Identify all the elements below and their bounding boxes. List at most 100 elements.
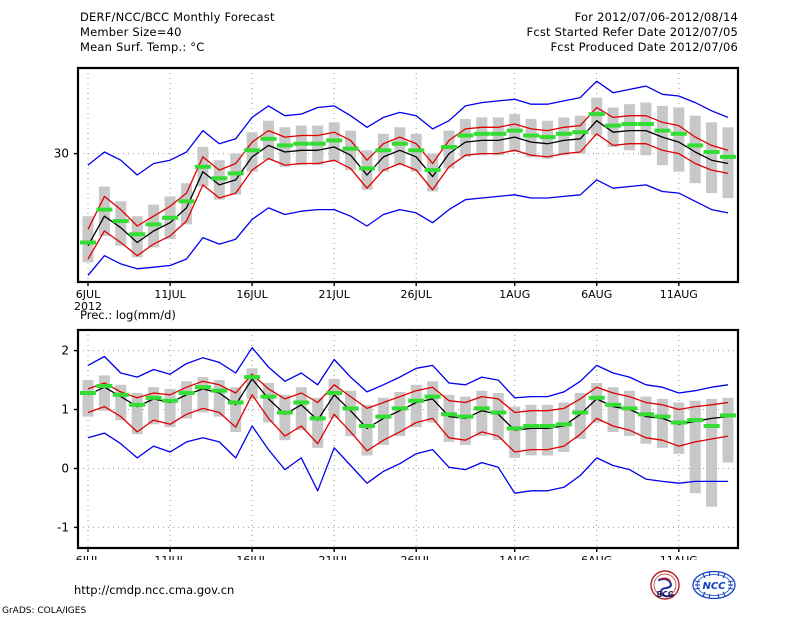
x-axis-tick-label: 11JUL	[154, 288, 186, 301]
median-dash	[687, 418, 704, 423]
series-line-ensemble-mean	[87, 120, 729, 247]
x-axis-tick-label: 6JUL	[76, 288, 101, 301]
median-dash	[588, 112, 605, 117]
median-dash	[506, 128, 523, 133]
spread-bar	[574, 393, 586, 439]
median-dash	[424, 394, 441, 399]
x-axis-tick-label: 11AUG	[660, 554, 698, 560]
y-axis-tick-label: -1	[57, 520, 69, 534]
median-dash	[359, 424, 375, 428]
median-dash	[555, 131, 572, 136]
spread-bar	[591, 97, 603, 136]
spread-bar	[377, 397, 389, 445]
median-dash	[539, 135, 556, 140]
median-dash	[96, 384, 113, 388]
x-axis-year-label: 2012	[74, 300, 102, 313]
series-line-max	[87, 347, 729, 399]
spread-bar	[377, 133, 389, 172]
spread-bar	[312, 397, 324, 448]
median-dash	[227, 400, 244, 405]
median-dash	[490, 131, 507, 136]
median-dash	[80, 391, 96, 395]
spread-bar	[410, 384, 422, 428]
median-dash	[342, 146, 359, 151]
spread-bar	[640, 396, 652, 444]
spread-bar	[509, 406, 521, 458]
median-dash	[145, 222, 162, 227]
x-axis-tick-label: 1AUG	[499, 288, 530, 301]
x-axis-tick-label: 26JUL	[400, 554, 432, 560]
spread-bar	[591, 383, 603, 423]
spread-bar	[459, 396, 471, 445]
median-dash	[112, 392, 129, 397]
median-dash	[80, 240, 96, 245]
median-dash	[227, 171, 244, 176]
median-dash	[654, 128, 671, 133]
median-dash	[178, 391, 195, 395]
median-dash	[473, 131, 490, 136]
median-dash	[375, 148, 392, 153]
median-dash	[326, 391, 343, 395]
median-dash	[112, 219, 129, 224]
median-dash	[457, 414, 474, 419]
bcc-logo-text: BCC	[657, 590, 674, 599]
spread-bar	[246, 368, 258, 399]
spread-bar	[525, 404, 537, 456]
bcc-logo-icon: BCC	[650, 570, 680, 600]
median-dash	[276, 410, 293, 415]
precipitation-panel-title: Prec.: log(mm/d)	[80, 308, 176, 322]
spread-bar	[624, 390, 635, 437]
median-dash	[194, 385, 211, 390]
median-dash	[96, 207, 113, 212]
median-dash	[129, 402, 146, 407]
spread-bar	[706, 398, 718, 507]
median-dash	[670, 420, 687, 425]
x-axis-tick-label: 11AUG	[660, 288, 698, 301]
spread-bar	[295, 387, 307, 431]
spread-bar	[673, 107, 685, 172]
series-line-min	[87, 179, 729, 276]
spread-bar	[230, 387, 242, 432]
spread-bar	[542, 120, 553, 159]
spread-bar	[328, 378, 340, 419]
series-line-lower-quartile	[87, 133, 729, 260]
spread-bar	[443, 394, 455, 442]
spread-bar	[410, 133, 422, 172]
forecast-produced-date-label: Fcst Produced Date 2012/07/06	[550, 40, 738, 54]
median-dash	[424, 168, 441, 173]
spread-bar	[492, 393, 504, 441]
forecast-start-date-label: Fcst Started Refer Date 2012/07/05	[526, 25, 738, 39]
median-dash	[162, 215, 179, 220]
spread-bar	[689, 400, 701, 494]
y-axis-tick-label: 2	[61, 344, 69, 358]
page-title: DERF/NCC/BCC Monthly Forecast	[80, 10, 275, 24]
x-axis-tick-label: 11JUL	[154, 554, 186, 560]
median-dash	[293, 400, 310, 405]
median-dash	[605, 402, 622, 407]
spread-bar	[361, 404, 373, 456]
median-dash	[293, 141, 310, 146]
y-axis-tick-label: 0	[61, 462, 69, 476]
median-dash	[621, 122, 638, 126]
x-axis-tick-label: 16JUL	[236, 554, 268, 560]
spread-bar	[706, 122, 718, 194]
spread-bar	[181, 183, 192, 225]
spread-bar	[427, 381, 439, 423]
spread-bar	[574, 115, 586, 154]
series-line-lower-quartile	[87, 394, 729, 453]
spread-bar	[476, 390, 488, 437]
median-dash	[244, 148, 261, 153]
spread-bar	[345, 390, 357, 437]
median-dash	[276, 143, 293, 148]
source-url: http://cmdp.ncc.cma.gov.cn	[74, 583, 235, 597]
x-axis-tick-label: 21JUL	[318, 288, 350, 301]
spread-bar	[558, 402, 570, 452]
median-dash	[129, 232, 146, 237]
temperature-panel: 30 6JUL 11JUL 16JUL 21JUL 26JUL 1AUG 6AUG 11AUG 2…	[54, 66, 740, 313]
median-dash	[178, 199, 195, 204]
x-axis-tick-label: 6AUG	[581, 288, 612, 301]
median-dash	[720, 413, 736, 418]
precipitation-panel: 2 1 0 -1 6JUL 11JUL 16JUL 21JUL 26JUL 1AUG 6AUG 11A…	[57, 328, 740, 560]
spread-bar	[394, 127, 406, 166]
